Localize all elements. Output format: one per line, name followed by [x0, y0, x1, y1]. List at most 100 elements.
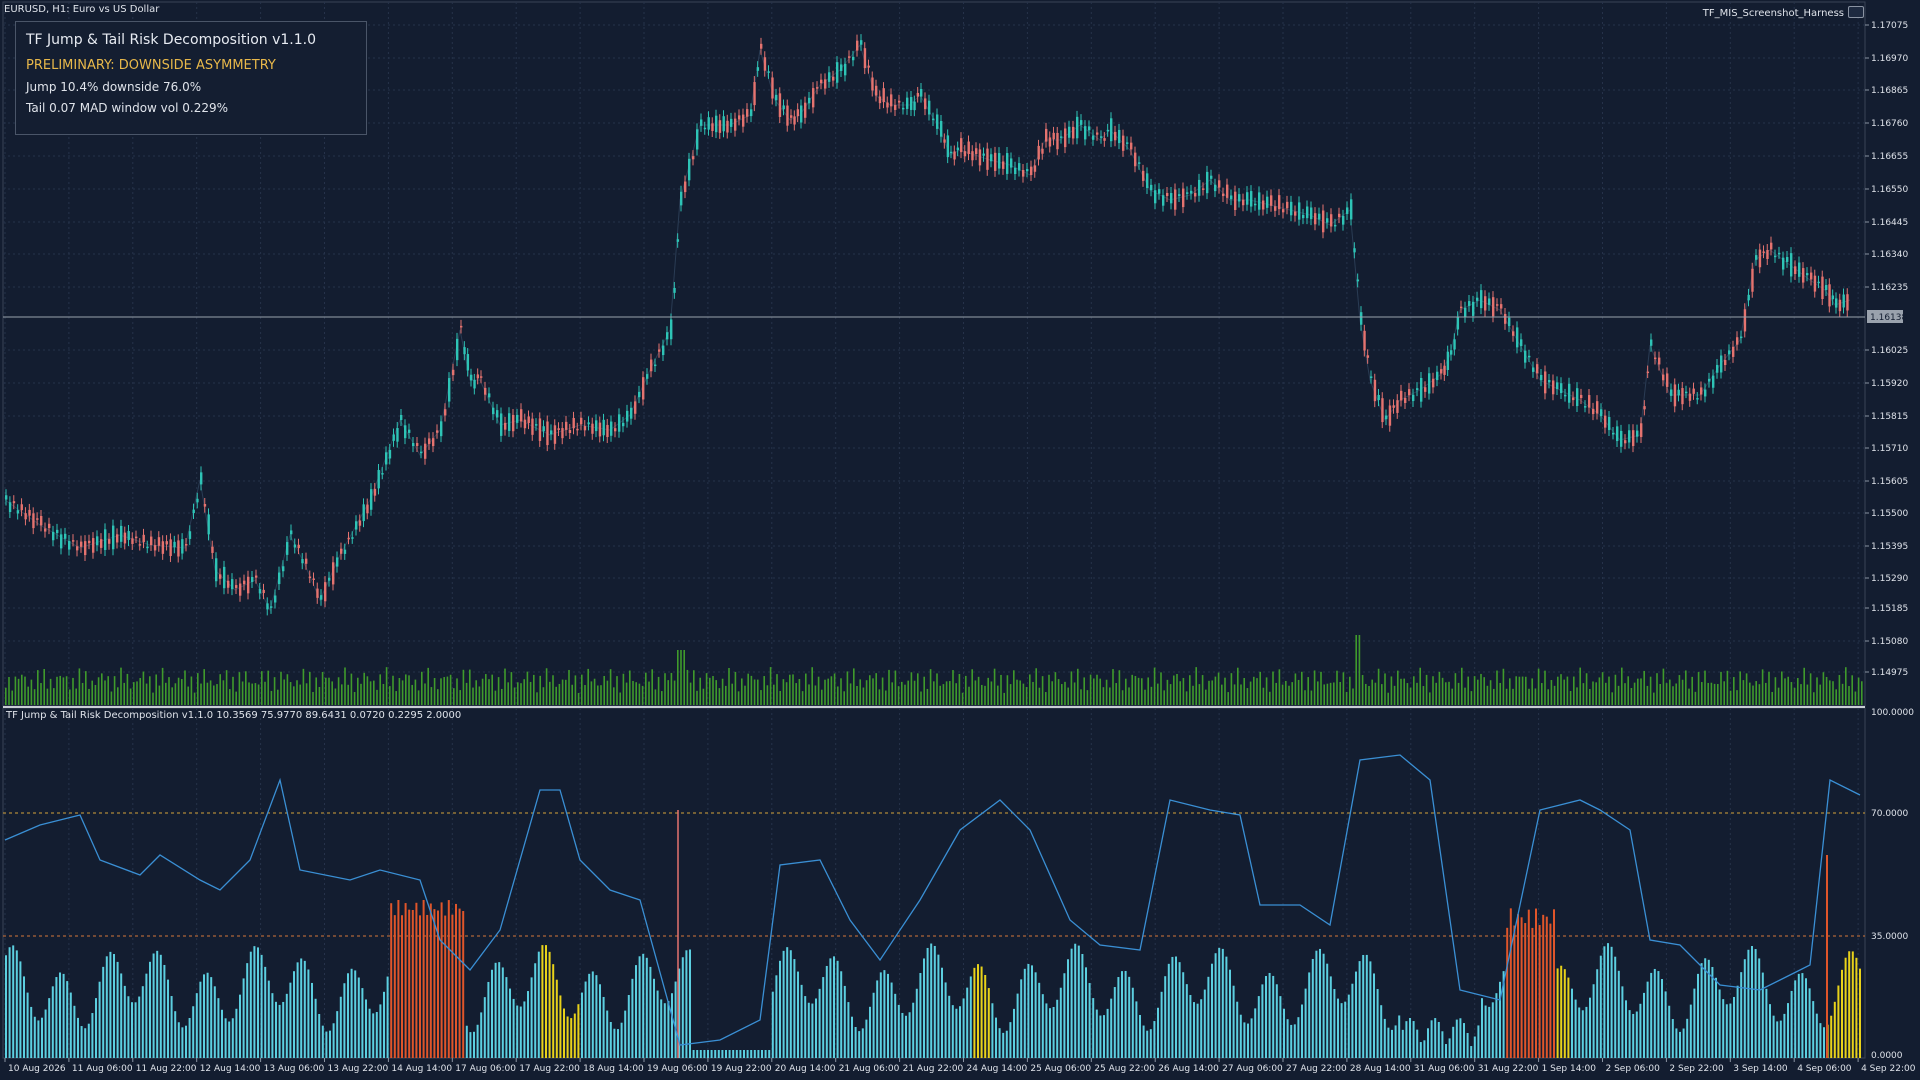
volume-bar: [1457, 682, 1460, 705]
volume-bar: [1806, 684, 1809, 705]
volume-bar: [1358, 635, 1361, 705]
candle-body: [1770, 242, 1773, 250]
histogram-bar: [1167, 963, 1170, 1058]
candle-body: [1774, 255, 1777, 258]
candle-body: [753, 82, 756, 106]
volume-bar: [613, 687, 615, 705]
volume-bar: [1086, 690, 1089, 705]
volume-bar: [1589, 689, 1591, 705]
histogram-bar: [1841, 969, 1843, 1058]
volume-bar: [1377, 668, 1380, 705]
volume-bar: [1061, 684, 1063, 705]
volume-bar: [664, 673, 666, 705]
histogram-bar: [1257, 996, 1260, 1058]
histogram-bar: [559, 995, 562, 1058]
histogram-bar: [1286, 1019, 1289, 1058]
histogram-bar: [1347, 994, 1350, 1058]
volume-bar: [1643, 670, 1645, 705]
candle-body: [782, 105, 785, 110]
candle-body: [1274, 206, 1277, 211]
volume-bar: [1605, 682, 1607, 705]
candle-body: [1681, 388, 1684, 405]
volume-bar: [213, 685, 215, 705]
volume-bar: [1851, 675, 1853, 705]
histogram-bar: [1225, 956, 1228, 1058]
volume-bar: [1480, 673, 1482, 705]
candle-body: [1056, 132, 1059, 150]
histogram-bar: [1761, 972, 1764, 1058]
histogram-bar: [1823, 1027, 1825, 1058]
candle-body: [626, 410, 629, 422]
histogram-bar: [361, 988, 364, 1058]
histogram-bar: [1596, 969, 1599, 1058]
histogram-bar: [1110, 998, 1113, 1058]
histogram-bar: [519, 1006, 522, 1058]
candle-body: [1720, 355, 1723, 373]
volume-bar: [747, 673, 749, 705]
candle-body: [875, 85, 878, 96]
histogram-bar: [656, 990, 659, 1058]
volume-bar: [1646, 685, 1649, 705]
candle-body: [913, 101, 916, 111]
histogram-bar: [1189, 994, 1192, 1058]
volume-bar: [328, 677, 330, 705]
candle-body: [347, 537, 350, 540]
histogram-bar: [1794, 980, 1797, 1058]
histogram-bar: [1153, 1021, 1156, 1058]
candle-body: [1030, 166, 1033, 176]
histogram-bar: [617, 1029, 619, 1058]
price-axis-label: 1.15605: [1871, 477, 1908, 487]
volume-bar: [1640, 678, 1642, 705]
volume-bar: [1339, 681, 1341, 705]
candle-body: [1392, 405, 1395, 408]
volume-bar: [1649, 676, 1652, 705]
candle-body: [1052, 132, 1055, 140]
histogram-bar: [807, 1002, 810, 1058]
histogram-bar: [1005, 1030, 1008, 1058]
histogram-bar: [1455, 1019, 1458, 1058]
time-axis-label: 27 Aug 06:00: [1222, 1064, 1283, 1074]
volume-bar: [469, 669, 471, 705]
candle-body: [366, 504, 369, 514]
histogram-bar: [1445, 1044, 1447, 1058]
candle-body: [1103, 138, 1106, 141]
histogram-bar: [350, 968, 353, 1058]
volume-bar: [129, 688, 132, 705]
candle-body: [598, 422, 602, 437]
histogram-bar: [984, 974, 987, 1058]
candle-body: [308, 576, 312, 579]
candle-body: [994, 152, 997, 171]
histogram-bar: [149, 961, 151, 1058]
volume-bar: [542, 687, 545, 705]
candle-body: [1548, 379, 1551, 383]
candle-body: [1170, 193, 1173, 204]
volume-bar: [1749, 682, 1751, 705]
histogram-bar: [462, 911, 465, 1058]
volume-bar: [837, 686, 839, 705]
candle-body: [243, 580, 246, 585]
histogram-bar: [775, 975, 778, 1058]
candle-body: [1712, 375, 1715, 388]
volume-bar: [1608, 676, 1610, 705]
volume-bar: [53, 688, 55, 705]
volume-bar: [1672, 686, 1674, 705]
volume-bar: [421, 671, 423, 705]
histogram-bar: [851, 1016, 853, 1058]
candle-body: [1528, 355, 1531, 358]
candle-body: [550, 430, 553, 435]
volume-bar: [1774, 677, 1777, 705]
volume-bar: [254, 683, 257, 705]
volume-bar: [1230, 673, 1233, 705]
candle-body: [638, 391, 641, 398]
info-panel-title: TF Jump & Tail Risk Decomposition v1.1.0: [26, 32, 317, 48]
volume-bar: [680, 650, 682, 705]
histogram-bar: [1301, 1004, 1303, 1058]
histogram-bar: [95, 998, 97, 1058]
histogram-bar: [573, 1013, 576, 1058]
candle-body: [816, 87, 819, 89]
histogram-bar: [620, 1022, 623, 1058]
volume-bar: [1742, 680, 1745, 705]
histogram-bar: [1074, 943, 1077, 1058]
candle-body: [1708, 378, 1711, 382]
